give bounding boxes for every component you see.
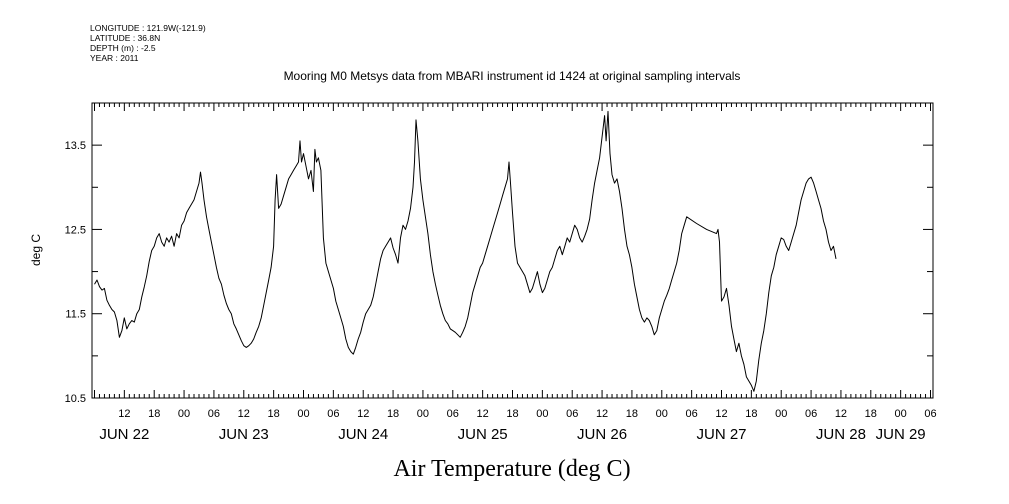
x-hour-label: 18 [148,408,160,420]
x-day-label: JUN 27 [696,426,746,443]
x-day-label: JUN 23 [219,426,269,443]
y-axis-label: deg C [29,234,43,266]
metadata-block: LONGITUDE : 121.9W(-121.9) LATITUDE : 36… [90,23,206,63]
x-hour-label: 06 [924,408,936,420]
x-hour-label: 00 [536,408,548,420]
plot-frame [91,102,934,399]
x-hour-label: 12 [118,408,130,420]
metadata-line-latitude: LATITUDE : 36.8N [90,33,160,43]
y-tick-label: 12.5 [65,224,86,236]
x-hour-label: 00 [297,408,309,420]
metadata-line-depth: DEPTH (m) : -2.5 [90,43,156,53]
x-day-label: JUN 29 [876,426,926,443]
x-day-label: JUN 28 [816,426,866,443]
x-hour-label: 06 [327,408,339,420]
x-day-label: JUN 25 [458,426,508,443]
air-temperature-line [94,110,837,392]
x-hour-label: 18 [626,408,638,420]
x-hour-label: 00 [178,408,190,420]
x-hour-label: 18 [745,408,757,420]
chart-title: Mooring M0 Metsys data from MBARI instru… [284,69,741,83]
x-axis-label: Air Temperature (deg C) [393,456,630,482]
x-hour-label: 06 [805,408,817,420]
x-hour-label: 12 [238,408,250,420]
x-hour-label: 12 [357,408,369,420]
x-day-label: JUN 22 [99,426,149,443]
x-hour-label: 12 [596,408,608,420]
metadata-line-year: YEAR : 2011 [90,53,139,63]
x-hour-label: 00 [775,408,787,420]
x-hour-label: 06 [447,408,459,420]
x-hour-label: 18 [506,408,518,420]
x-hour-label: 06 [686,408,698,420]
x-hour-label: 06 [208,408,220,420]
y-tick-label: 13.5 [65,140,86,152]
axis-tick-labels: 10.5 11.5 12.5 13.5 12 18 00 06 12 18 00 06 12 18 00 06… [65,140,937,443]
x-hour-label: 12 [477,408,489,420]
x-hour-label: 12 [715,408,727,420]
x-hour-label: 00 [417,408,429,420]
x-day-label: JUN 26 [577,426,627,443]
y-tick-label: 11.5 [65,309,86,321]
x-hour-label: 00 [656,408,668,420]
y-tick-label: 10.5 [65,393,86,405]
x-hour-label: 06 [566,408,578,420]
x-day-label: JUN 24 [338,426,388,443]
x-hour-label: 12 [835,408,847,420]
metadata-line-longitude: LONGITUDE : 121.9W(-121.9) [90,23,206,33]
x-hour-label: 18 [387,408,399,420]
x-hour-label: 00 [895,408,907,420]
axis-ticks [92,102,933,399]
x-hour-label: 18 [268,408,280,420]
x-hour-label: 18 [865,408,877,420]
